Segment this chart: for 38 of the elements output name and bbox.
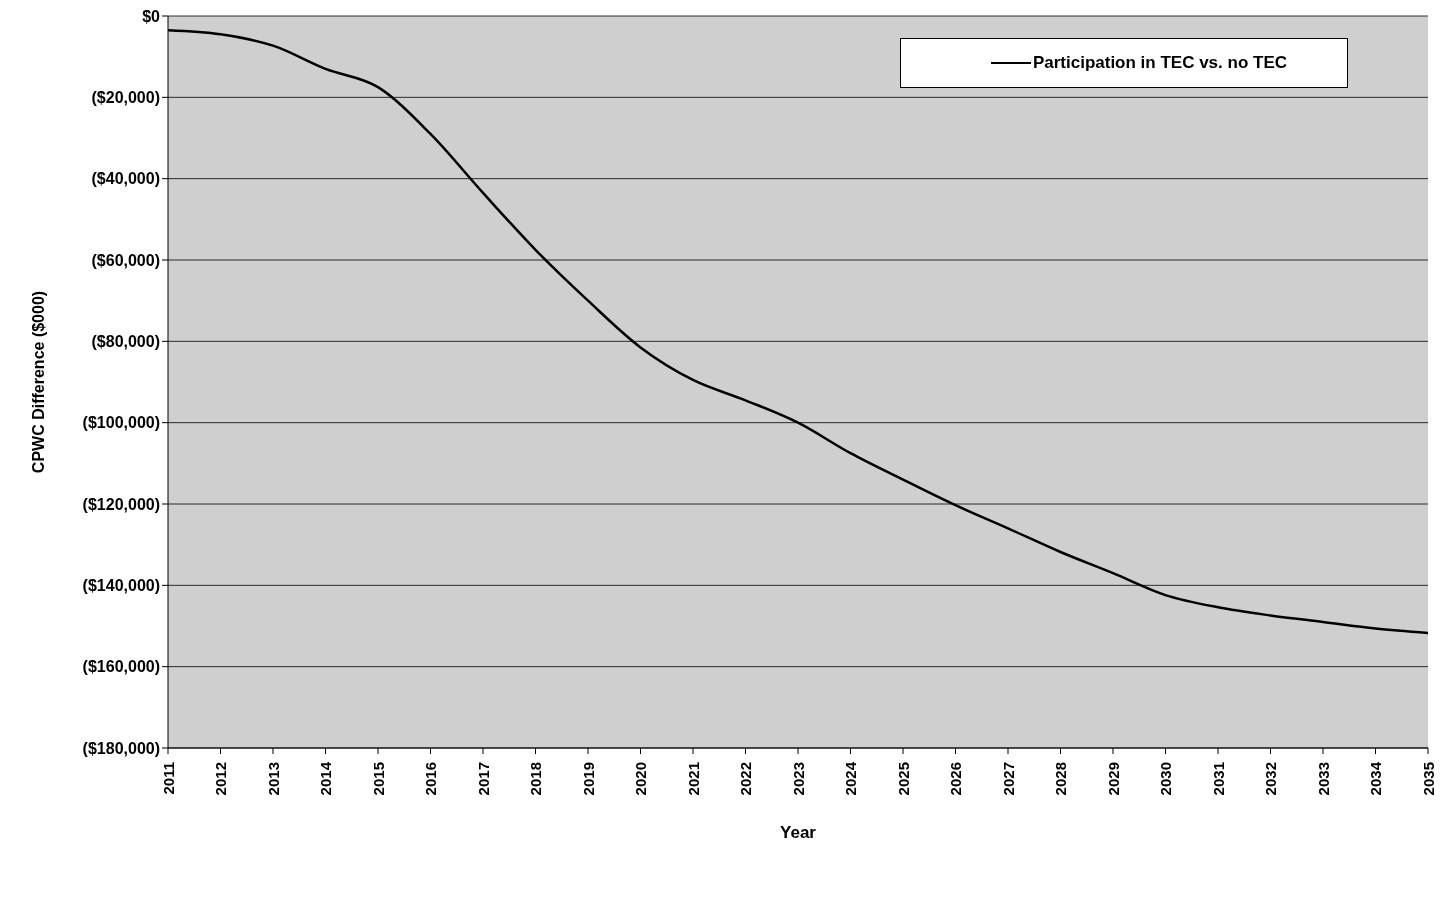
x-tick-label: 2015 [369, 762, 387, 796]
x-tick-label: 2033 [1314, 762, 1332, 796]
x-tick-label: 2031 [1209, 762, 1227, 796]
x-tick-label: 2027 [999, 762, 1017, 796]
x-tick-label: 2026 [947, 762, 964, 796]
x-tick-label: 2022 [737, 762, 754, 796]
x-axis-title: Year [780, 823, 817, 842]
legend-label: Participation in TEC vs. no TEC [1032, 53, 1287, 73]
x-tick-label: 2013 [264, 762, 282, 796]
x-tick-label: 2024 [842, 761, 859, 796]
x-tick-label: 2021 [684, 762, 702, 796]
x-tick-label: 2029 [1104, 762, 1122, 796]
x-tick-label: 2025 [894, 762, 912, 796]
x-tick-label: 2034 [1367, 761, 1384, 796]
y-tick-label: ($140,000) [82, 577, 160, 595]
y-tick-label: ($20,000) [91, 89, 160, 107]
y-axis-title: CPWC Difference ($000) [29, 290, 47, 474]
x-tick-label: 2011 [159, 762, 177, 795]
x-tick-label: 2020 [632, 762, 649, 796]
x-tick-label: 2035 [1419, 762, 1437, 796]
x-tick-label: 2030 [1157, 762, 1174, 796]
x-tick-label: 2028 [1052, 762, 1069, 796]
x-tick-label: 2019 [579, 762, 597, 796]
y-tick-label: ($100,000) [82, 414, 160, 432]
y-tick-label: ($60,000) [91, 251, 160, 269]
x-tick-label: 2023 [789, 762, 807, 796]
y-tick-label: ($160,000) [82, 658, 160, 676]
y-tick-label: ($120,000) [82, 495, 160, 513]
x-tick-label: 2012 [212, 762, 229, 796]
y-tick-label: ($80,000) [91, 333, 160, 351]
x-tick-label: 2016 [422, 762, 439, 796]
x-tick-label: 2018 [527, 762, 544, 796]
x-tick-label: 2032 [1262, 762, 1279, 796]
y-tick-label: ($40,000) [91, 170, 160, 188]
y-tick-label: $0 [142, 7, 161, 25]
y-tick-label: ($180,000) [82, 739, 160, 757]
x-tick-label: 2014 [317, 761, 334, 796]
x-tick-label: 2017 [474, 762, 492, 796]
